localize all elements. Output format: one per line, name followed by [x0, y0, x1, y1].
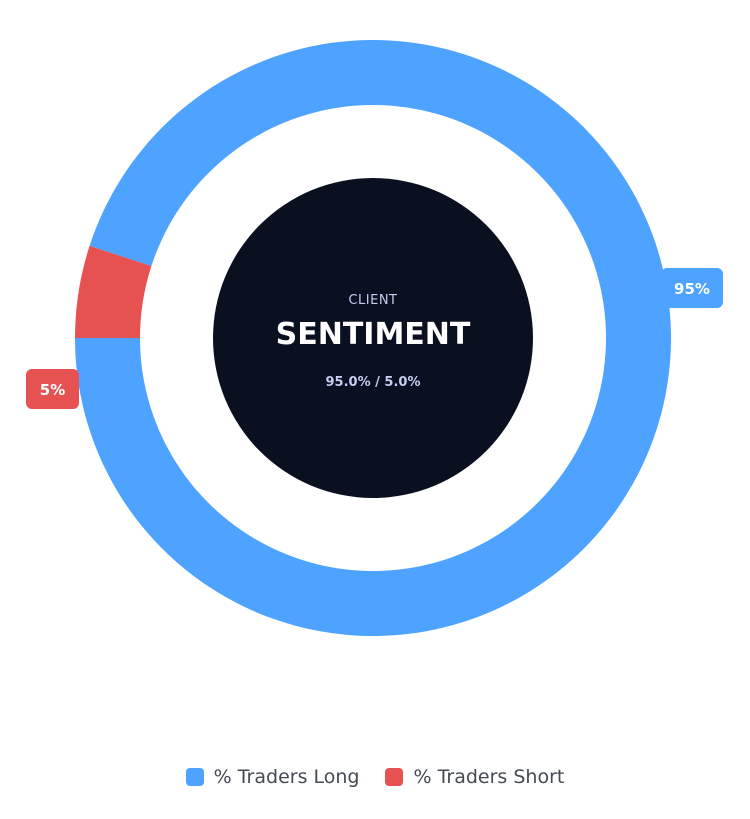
label-box-long: [661, 268, 723, 308]
donut-slices: [75, 39, 672, 636]
slice-labels: 95% 5%: [26, 268, 723, 409]
center-circle: [213, 178, 533, 498]
center-subtitle: CLIENT: [348, 293, 397, 308]
slice-short[interactable]: [75, 245, 152, 338]
label-box-short: [26, 369, 79, 409]
legend: % Traders Long % Traders Short: [0, 766, 750, 788]
label-text-long: 95%: [674, 280, 710, 298]
label-text-short: 5%: [40, 381, 65, 399]
legend-label-short: % Traders Short: [413, 766, 565, 788]
center-ratio: 95.0% / 5.0%: [326, 375, 421, 390]
legend-item-long[interactable]: % Traders Long: [185, 766, 360, 788]
legend-swatch-short: [385, 768, 404, 786]
legend-label-long: % Traders Long: [213, 766, 360, 788]
center-title: SENTIMENT: [276, 317, 471, 352]
legend-item-short[interactable]: % Traders Short: [385, 766, 564, 788]
legend-swatch-long: [185, 768, 204, 786]
